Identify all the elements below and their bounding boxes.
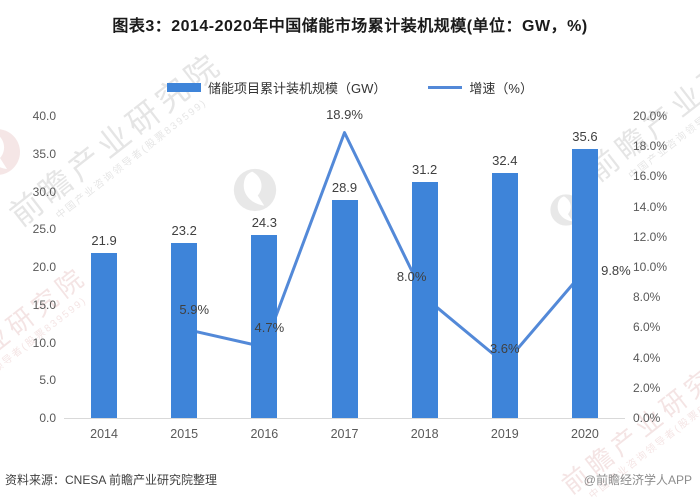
x-axis-tick: 2019 bbox=[490, 427, 519, 441]
bar-value-label: 23.2 bbox=[171, 222, 197, 238]
y-axis-right-tick: 18.0% bbox=[633, 139, 668, 154]
bar-2017 bbox=[331, 199, 358, 418]
credit-note: @前瞻经济学人APP bbox=[583, 473, 692, 487]
y-axis-left-tick: 30.0 bbox=[32, 184, 56, 199]
y-axis-left-tick: 25.0 bbox=[32, 222, 56, 237]
bar-value-label: 28.9 bbox=[331, 179, 358, 195]
x-axis-tick: 2018 bbox=[410, 427, 439, 441]
line-value-label: 9.8% bbox=[601, 263, 631, 279]
y-axis-left-tick: 0.0 bbox=[39, 411, 56, 425]
bar-value-label: 32.4 bbox=[492, 153, 518, 169]
y-axis-right-tick: 4.0% bbox=[633, 350, 661, 365]
bar-2016 bbox=[251, 234, 278, 418]
y-axis-right-tick: 6.0% bbox=[633, 320, 661, 335]
x-axis-line bbox=[64, 418, 625, 419]
legend-item-bar: 储能项目累计装机规模（GW） bbox=[167, 78, 386, 97]
bar-2014 bbox=[91, 252, 118, 418]
legend: 储能项目累计装机规模（GW） 增速（%） bbox=[0, 78, 700, 96]
chart-title: 图表3：2014-2020年中国储能市场累计装机规模(单位：GW，%) bbox=[112, 18, 588, 35]
bar-value-label: 35.6 bbox=[572, 129, 598, 145]
bar-value-label: 24.3 bbox=[251, 214, 277, 230]
y-axis-right-tick: 10.0% bbox=[633, 260, 668, 274]
line-value-label: 5.9% bbox=[179, 301, 210, 317]
y-axis-right-tick: 14.0% bbox=[633, 199, 668, 214]
y-axis-left-tick: 35.0 bbox=[32, 146, 56, 161]
line-value-label: 18.9% bbox=[326, 106, 363, 122]
y-axis-left-tick: 40.0 bbox=[32, 109, 56, 123]
bar-value-label: 21.9 bbox=[91, 232, 117, 248]
x-axis-tick: 2015 bbox=[170, 427, 199, 441]
x-axis-tick: 2017 bbox=[330, 427, 359, 441]
y-axis-left-tick: 10.0 bbox=[32, 335, 56, 350]
bar-value-label: 31.2 bbox=[411, 162, 438, 178]
x-axis-tick: 2016 bbox=[250, 427, 279, 441]
legend-line-label: 增速（%） bbox=[469, 80, 533, 96]
y-axis-left-tick: 15.0 bbox=[32, 297, 56, 312]
y-axis-right-tick: 2.0% bbox=[633, 380, 661, 395]
x-axis-tick: 2014 bbox=[90, 427, 118, 441]
y-axis-left-tick: 5.0 bbox=[39, 373, 56, 388]
bar-2020 bbox=[571, 149, 598, 418]
legend-bar-label: 储能项目累计装机规模（GW） bbox=[208, 80, 387, 96]
bar-series-swatch bbox=[167, 82, 202, 92]
bar-2019 bbox=[491, 173, 518, 418]
y-axis-right-tick: 16.0% bbox=[633, 169, 668, 184]
line-value-label: 3.6% bbox=[489, 340, 520, 356]
line-value-label: 4.7% bbox=[254, 320, 285, 336]
bar-2018 bbox=[411, 182, 438, 418]
y-axis-left-tick: 20.0 bbox=[32, 260, 56, 274]
line-series-swatch bbox=[428, 85, 463, 89]
y-axis-right-tick: 12.0% bbox=[633, 229, 668, 244]
y-axis-right-tick: 0.0% bbox=[633, 411, 661, 425]
x-axis-tick: 2020 bbox=[571, 427, 599, 441]
y-axis-right-tick: 8.0% bbox=[633, 290, 661, 305]
legend-item-line: 增速（%） bbox=[428, 78, 533, 97]
y-axis-right-tick: 20.0% bbox=[633, 109, 668, 123]
line-value-label: 8.0% bbox=[396, 269, 427, 285]
bar-2015 bbox=[171, 242, 198, 418]
source-note: 资料来源：CNESA 前瞻产业研究院整理 bbox=[5, 473, 218, 487]
